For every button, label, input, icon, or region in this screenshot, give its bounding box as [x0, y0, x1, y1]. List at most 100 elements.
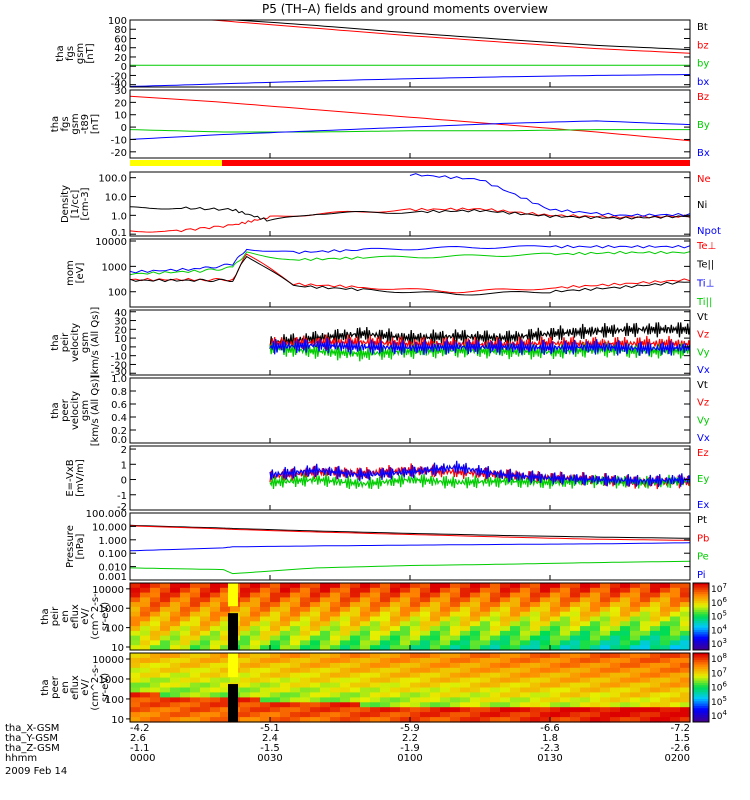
heatmap-cell	[660, 697, 671, 703]
heatmap-cell	[570, 657, 581, 664]
heatmap-cell	[600, 621, 611, 627]
heatmap-cell	[170, 653, 181, 659]
heatmap-cell	[490, 707, 501, 713]
heatmap-cell	[390, 616, 401, 622]
heatmap-cell	[500, 597, 511, 603]
colorbar-segment	[693, 685, 709, 688]
heatmap-cell	[570, 635, 581, 641]
heatmap-cell	[620, 687, 631, 693]
heatmap-cell	[450, 606, 461, 613]
heatmap-cell	[380, 606, 391, 613]
heatmap-cell	[430, 616, 441, 622]
heatmap-cell	[160, 707, 171, 713]
heatmap-cell	[410, 662, 421, 669]
heatmap-cell	[280, 667, 291, 674]
heatmap-cell	[310, 682, 321, 689]
y-tick-label: 2	[121, 445, 127, 456]
heatmap-cell	[620, 635, 631, 641]
heatmap-cell	[220, 621, 231, 627]
heatmap-cell	[220, 677, 231, 684]
y-tick-label: 0.2	[111, 426, 127, 437]
heatmap-cell	[240, 602, 251, 608]
heatmap-cell	[260, 626, 271, 632]
heatmap-cell	[440, 657, 451, 664]
heatmap-cell	[470, 702, 481, 708]
heatmap-cell	[130, 630, 141, 637]
heatmap-cell	[650, 645, 661, 651]
heatmap-cell	[300, 717, 311, 723]
heatmap-cell	[340, 635, 351, 641]
heatmap-cell	[350, 645, 361, 651]
heatmap-cell	[220, 682, 231, 689]
heatmap-cell	[270, 682, 281, 689]
colorbar-segment	[693, 657, 709, 661]
heatmap-cell	[610, 616, 621, 622]
heatmap-cell	[590, 626, 601, 632]
colorbar-segment	[693, 623, 709, 626]
heatmap-cell	[340, 692, 351, 698]
heatmap-cell	[340, 616, 351, 622]
heatmap-cell	[430, 697, 441, 703]
heatmap-cell	[570, 621, 581, 627]
heatmap-cell	[350, 667, 361, 674]
heatmap-cell	[240, 606, 251, 613]
heatmap-cell	[660, 717, 671, 723]
heatmap-cell	[340, 653, 351, 659]
heatmap-cell	[620, 692, 631, 698]
heatmap-cell	[350, 606, 361, 613]
heatmap-cell	[500, 677, 511, 684]
heatmap-cell	[270, 616, 281, 622]
heatmap-cell	[430, 653, 441, 659]
heatmap-cell	[510, 626, 521, 632]
heatmap-cell	[360, 611, 371, 618]
heatmap-cell	[350, 635, 361, 641]
heatmap-cell	[640, 702, 651, 708]
heatmap-cell	[670, 707, 681, 713]
heatmap-cell	[490, 587, 501, 594]
colorbar-segment	[693, 662, 709, 665]
heatmap-cell	[450, 587, 461, 594]
heatmap-cell	[280, 626, 291, 632]
heatmap-cell	[420, 640, 431, 646]
heatmap-cell	[450, 717, 461, 723]
heatmap-cell	[210, 677, 221, 684]
heatmap-cell	[400, 640, 411, 646]
y-tick-label: 40	[114, 308, 127, 319]
heatmap-cell	[360, 667, 371, 674]
y-axis-label-line: (cm^2-s-	[90, 593, 101, 640]
heatmap-cell	[300, 592, 311, 598]
colorbar-segment	[693, 712, 709, 716]
heatmap-cell	[650, 712, 661, 718]
heatmap-cell	[260, 677, 271, 684]
heatmap-cell	[440, 702, 451, 708]
heatmap-cell	[380, 616, 391, 622]
heatmap-cell	[220, 592, 231, 598]
heatmap-cell	[440, 687, 451, 693]
y-axis-label-line: eV/	[80, 608, 91, 625]
heatmap-cell	[480, 611, 491, 618]
heatmap-cell	[480, 587, 491, 594]
heatmap-cell	[600, 697, 611, 703]
heatmap-cell	[410, 677, 421, 684]
y-axis-label-line: peir	[60, 332, 71, 352]
heatmap-cell	[280, 677, 291, 684]
heatmap-cell	[290, 712, 301, 718]
legend-label: bz	[697, 40, 709, 51]
heatmap-cell	[430, 583, 441, 589]
heatmap-cell	[310, 611, 321, 618]
heatmap-cell	[640, 692, 651, 698]
heatmap-cell	[140, 672, 151, 679]
y-tick-label: -1	[117, 491, 127, 502]
heatmap-cell	[160, 592, 171, 598]
heatmap-cell	[370, 662, 381, 669]
heatmap-cell	[460, 645, 471, 651]
heatmap-cell	[540, 677, 551, 684]
heatmap-cell	[420, 677, 431, 684]
heatmap-cell	[240, 657, 251, 664]
heatmap-cell	[420, 630, 431, 637]
heatmap-cell	[510, 687, 521, 693]
heatmap-cell	[610, 640, 621, 646]
heatmap-cell	[390, 677, 401, 684]
heatmap-cell	[300, 682, 311, 689]
heatmap-cell	[210, 630, 221, 637]
